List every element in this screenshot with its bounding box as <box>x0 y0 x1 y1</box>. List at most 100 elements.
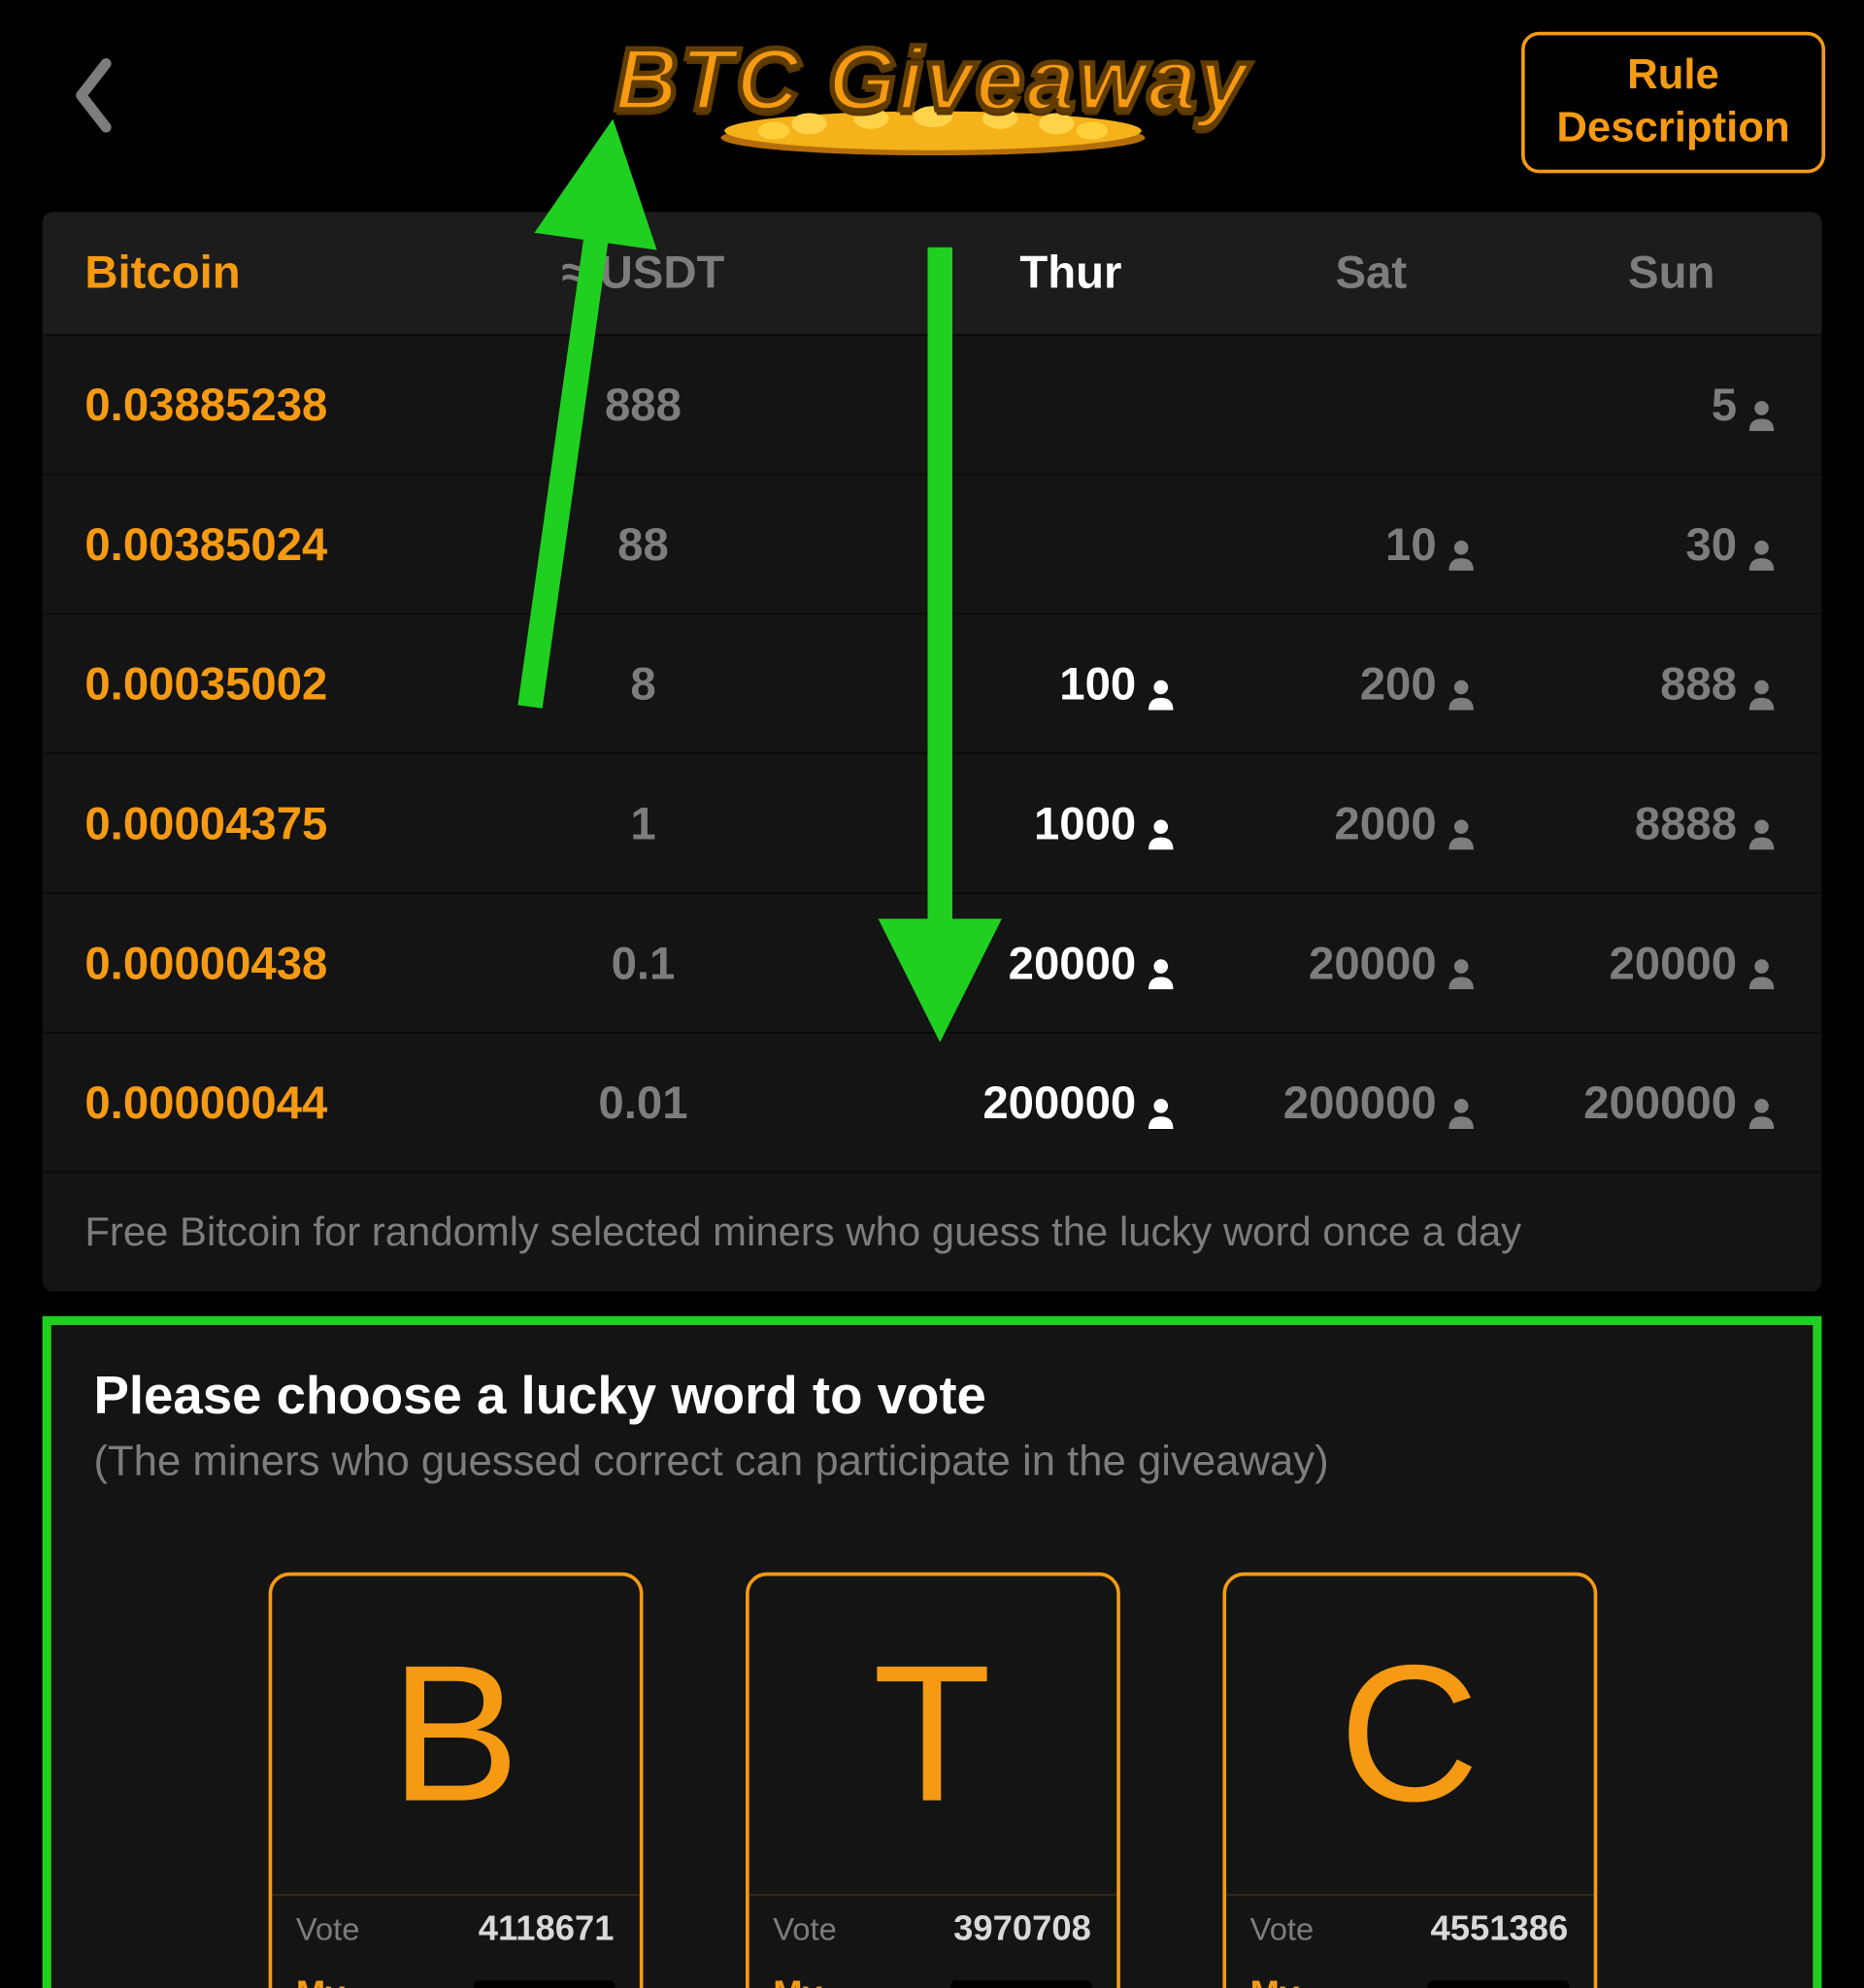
cell-value: 20000 <box>1009 936 1137 990</box>
rule-line1: Rule <box>1556 50 1789 103</box>
col-sun: Sun <box>1521 246 1821 300</box>
title-text: BTC Giveaway <box>615 35 1249 123</box>
app-root: BTC Giveaway Rule Description <box>0 0 1864 1963</box>
vote-label: Vote <box>773 1911 837 1948</box>
person-icon <box>1448 1086 1476 1118</box>
vote-card-b[interactable]: B Vote 4118671 My <box>268 1573 643 1988</box>
cell-thur: 100 <box>920 656 1220 711</box>
cell-sat: 200000 <box>1221 1075 1521 1129</box>
cell-value: 1000 <box>1034 796 1136 850</box>
person-icon <box>1748 947 1776 979</box>
col-usdt: ≈ USDT <box>431 246 855 300</box>
vote-label: Vote <box>296 1911 360 1948</box>
table-row: 0.03885238888 5 <box>43 336 1822 476</box>
person-icon <box>1748 1086 1776 1118</box>
cell-value: 20000 <box>1309 936 1437 990</box>
person-icon <box>1748 528 1776 560</box>
cell-sun: 20000 <box>1521 936 1821 990</box>
person-icon <box>1147 808 1175 840</box>
person-icon <box>1147 947 1175 979</box>
person-icon <box>1748 668 1776 700</box>
cell-value: 200000 <box>1583 1075 1737 1129</box>
person-icon <box>1448 947 1476 979</box>
vote-cards: B Vote 4118671 My T Vote 3970708 My C Vote 4551386… <box>93 1573 1770 1988</box>
page-title: BTC Giveaway <box>615 35 1249 155</box>
vote-card-c[interactable]: C Vote 4551386 My <box>1222 1573 1597 1988</box>
my-value-redacted <box>949 1979 1091 1988</box>
cell-bitcoin: 0.00385024 <box>43 516 431 571</box>
header: BTC Giveaway Rule Description <box>0 0 1864 177</box>
cell-thur: 200000 <box>920 1075 1220 1129</box>
person-icon <box>1147 1086 1175 1118</box>
card-letter: C <box>1225 1575 1593 1894</box>
card-my-row: My <box>749 1965 1116 1988</box>
col-bitcoin: Bitcoin <box>43 246 431 300</box>
vote-count: 4118671 <box>479 1909 615 1950</box>
card-vote-row: Vote 4551386 <box>1225 1894 1593 1965</box>
cell-bitcoin: 0.00004375 <box>43 796 431 850</box>
cell-sun: 200000 <box>1521 1075 1821 1129</box>
cell-value: 5 <box>1712 378 1737 432</box>
table-header-row: Bitcoin ≈ USDT Thur Sat Sun <box>43 212 1822 335</box>
cell-bitcoin: 0.00000438 <box>43 936 431 990</box>
cell-sun: 30 <box>1521 516 1821 571</box>
person-icon <box>1448 528 1476 560</box>
vote-subtitle: (The miners who guessed correct can part… <box>93 1438 1770 1487</box>
rule-description-button[interactable]: Rule Description <box>1521 32 1825 174</box>
back-button[interactable] <box>67 56 116 134</box>
cell-value: 20000 <box>1609 936 1737 990</box>
cell-sun: 8888 <box>1521 796 1821 850</box>
cell-usdt: 1 <box>431 796 855 850</box>
person-icon <box>1448 808 1476 840</box>
cell-usdt: 0.01 <box>431 1075 855 1129</box>
cell-bitcoin: 0.03885238 <box>43 378 431 432</box>
table-row: 0.000350028100200888 <box>43 614 1822 754</box>
cell-bitcoin: 0.00000044 <box>43 1075 431 1129</box>
my-label: My <box>1250 1975 1300 1988</box>
cell-value: 200000 <box>1283 1075 1437 1129</box>
card-vote-row: Vote 3970708 <box>749 1894 1116 1965</box>
card-letter: B <box>271 1575 639 1894</box>
my-label: My <box>773 1975 822 1988</box>
cell-value: 200000 <box>982 1075 1136 1129</box>
person-icon <box>1748 808 1776 840</box>
cell-sat: 2000 <box>1221 796 1521 850</box>
table-row: 0.0038502488 10 30 <box>43 476 1822 615</box>
chevron-left-icon <box>67 56 116 134</box>
cell-usdt: 0.1 <box>431 936 855 990</box>
cell-usdt: 888 <box>431 378 855 432</box>
person-icon <box>1448 668 1476 700</box>
table-footnote: Free Bitcoin for randomly selected miner… <box>43 1173 1822 1291</box>
vote-panel: Please choose a lucky word to vote (The … <box>43 1316 1822 1988</box>
card-vote-row: Vote 4118671 <box>271 1894 639 1965</box>
cell-value: 100 <box>1059 656 1136 711</box>
cell-value: 8888 <box>1635 796 1737 850</box>
my-label: My <box>296 1975 346 1988</box>
cell-value: 888 <box>1660 656 1737 711</box>
my-value-redacted <box>1427 1979 1569 1988</box>
col-sat: Sat <box>1221 246 1521 300</box>
giveaway-table: Bitcoin ≈ USDT Thur Sat Sun 0.0388523888… <box>43 212 1822 1291</box>
vote-count: 4551386 <box>1431 1909 1569 1950</box>
vote-card-t[interactable]: T Vote 3970708 My <box>745 1573 1119 1988</box>
cell-value: 200 <box>1360 656 1437 711</box>
table-row: 0.000043751 1000 2000 8888 <box>43 754 1822 894</box>
cell-bitcoin: 0.00035002 <box>43 656 431 711</box>
table-row: 0.000004380.1 20000 20000 20000 <box>43 894 1822 1034</box>
vote-title: Please choose a lucky word to vote <box>93 1368 1770 1428</box>
card-letter: T <box>749 1575 1116 1894</box>
table-body: 0.0388523888850.003850248810300.00035002… <box>43 336 1822 1174</box>
cell-sat: 200 <box>1221 656 1521 711</box>
cell-sun: 5 <box>1521 378 1821 432</box>
cell-value: 30 <box>1685 516 1737 571</box>
cell-value: 10 <box>1385 516 1437 571</box>
vote-label: Vote <box>1250 1911 1315 1948</box>
person-icon <box>1748 388 1776 420</box>
cell-sat: 10 <box>1221 516 1521 571</box>
rule-line2: Description <box>1556 103 1789 156</box>
person-icon <box>1147 668 1175 700</box>
card-my-row: My <box>271 1965 639 1988</box>
cell-usdt: 88 <box>431 516 855 571</box>
card-my-row: My <box>1225 1965 1593 1988</box>
vote-count: 3970708 <box>953 1909 1091 1950</box>
